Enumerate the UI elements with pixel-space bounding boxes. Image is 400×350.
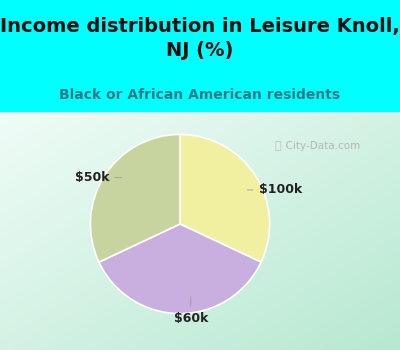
Wedge shape <box>90 134 180 262</box>
Text: City-Data.com: City-Data.com <box>279 141 361 150</box>
Wedge shape <box>180 134 270 262</box>
Text: $50k: $50k <box>75 171 122 184</box>
Text: $60k: $60k <box>174 297 208 324</box>
Text: Black or African American residents: Black or African American residents <box>60 88 340 102</box>
Text: Income distribution in Leisure Knoll,
NJ (%): Income distribution in Leisure Knoll, NJ… <box>0 17 400 60</box>
Text: ⌕: ⌕ <box>275 141 281 150</box>
Text: $100k: $100k <box>247 183 302 196</box>
Wedge shape <box>99 224 261 314</box>
